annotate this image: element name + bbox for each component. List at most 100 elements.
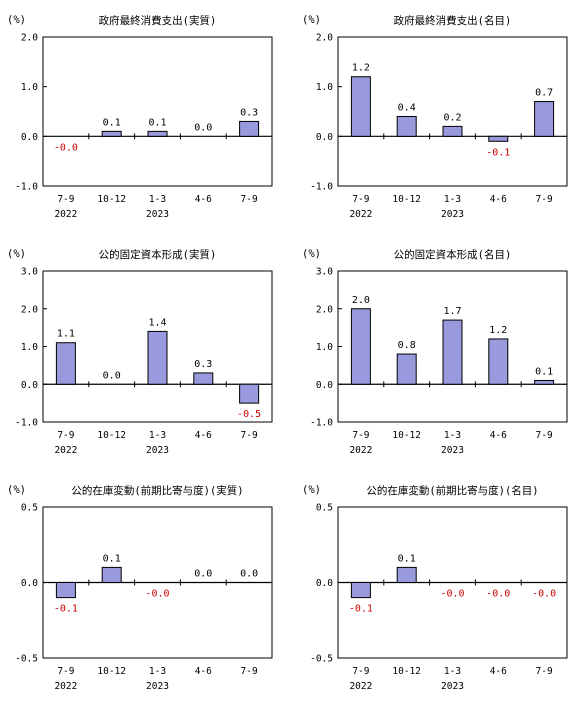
- data-label: 0.0: [194, 569, 212, 580]
- y-unit-label: (%): [7, 484, 26, 496]
- x-tick-label: 10-12: [392, 194, 421, 205]
- data-label: 1.1: [57, 329, 75, 340]
- y-tick-label: 0.0: [21, 578, 38, 589]
- x-tick-label: 10-12: [392, 430, 421, 441]
- year-label: 2023: [441, 209, 464, 220]
- y-tick-label: 0.0: [316, 578, 333, 589]
- data-label: -0.5: [237, 409, 261, 420]
- data-label: 2.0: [352, 295, 370, 306]
- x-tick-label: 7-9: [352, 430, 369, 441]
- x-tick-label: 4-6: [490, 194, 507, 205]
- x-tick-label: 4-6: [490, 666, 507, 677]
- plot-frame: [337, 36, 568, 187]
- x-tick-label: 4-6: [490, 430, 507, 441]
- chart-title: 公的固定資本形成(実質): [99, 248, 217, 261]
- data-label: 1.2: [489, 325, 507, 336]
- y-tick-label: -1.0: [15, 182, 38, 193]
- bar: [396, 353, 417, 385]
- x-tick-label: 1-3: [149, 666, 166, 677]
- data-label: -0.0: [486, 589, 510, 600]
- x-tick-label: 4-6: [195, 666, 212, 677]
- data-label: 0.1: [103, 553, 121, 564]
- x-tick-label: 7-9: [536, 194, 553, 205]
- year-label: 2023: [146, 209, 169, 220]
- year-label: 2022: [54, 209, 77, 220]
- chart-title: 公的固定資本形成(名目): [394, 248, 512, 261]
- data-label: -0.0: [54, 142, 78, 153]
- year-label: 2022: [349, 445, 372, 456]
- x-tick-label: 1-3: [444, 194, 461, 205]
- bar: [350, 582, 371, 599]
- data-label: 0.8: [398, 340, 416, 351]
- year-label: 2022: [349, 209, 372, 220]
- y-tick-label: 0.5: [21, 503, 38, 514]
- bar: [350, 308, 371, 385]
- data-label: 0.0: [103, 370, 121, 381]
- year-label: 2023: [441, 445, 464, 456]
- year-label: 2023: [146, 445, 169, 456]
- x-tick-label: 10-12: [97, 666, 126, 677]
- data-label: 0.7: [535, 88, 553, 99]
- y-unit-label: (%): [302, 484, 321, 496]
- bar: [101, 566, 122, 584]
- bar: [147, 130, 168, 137]
- bar: [55, 582, 76, 599]
- x-tick-label: 7-9: [536, 666, 553, 677]
- y-tick-label: 2.0: [21, 33, 38, 44]
- x-tick-label: 10-12: [97, 430, 126, 441]
- bar: [534, 379, 555, 385]
- data-label: -0.1: [54, 604, 78, 615]
- bar: [350, 76, 371, 137]
- data-label: 0.2: [443, 112, 461, 123]
- data-label: 0.4: [398, 102, 416, 113]
- data-label: 1.4: [148, 317, 166, 328]
- y-tick-label: 2.0: [316, 33, 333, 44]
- chart-title: 政府最終消費支出(実質): [99, 14, 217, 27]
- data-label: -0.1: [486, 147, 510, 158]
- bar: [396, 566, 417, 584]
- y-tick-label: 0.0: [21, 380, 38, 391]
- bar: [55, 342, 76, 385]
- x-tick-label: 7-9: [57, 666, 74, 677]
- x-tick-label: 7-9: [536, 430, 553, 441]
- y-unit-label: (%): [7, 248, 26, 260]
- y-tick-label: -0.5: [310, 654, 333, 665]
- data-label: -0.0: [532, 589, 556, 600]
- y-tick-label: -1.0: [15, 418, 38, 429]
- data-label: 0.3: [194, 359, 212, 370]
- y-unit-label: (%): [7, 14, 26, 26]
- data-label: -0.0: [145, 589, 169, 600]
- bar: [193, 372, 214, 385]
- year-label: 2022: [349, 681, 372, 692]
- y-tick-label: 0.0: [316, 132, 333, 143]
- y-tick-label: 3.0: [316, 267, 333, 278]
- year-label: 2022: [54, 681, 77, 692]
- x-tick-label: 10-12: [392, 666, 421, 677]
- x-tick-label: 10-12: [97, 194, 126, 205]
- data-label: 0.1: [148, 117, 166, 128]
- y-tick-label: 0.0: [316, 380, 333, 391]
- year-label: 2023: [146, 681, 169, 692]
- y-tick-label: -0.5: [15, 654, 38, 665]
- data-label: -0.0: [440, 589, 464, 600]
- bar: [442, 125, 463, 137]
- x-tick-label: 7-9: [352, 194, 369, 205]
- chart-title: 公的在庫変動(前期比寄与度)(名目): [366, 484, 538, 497]
- data-label: 1.7: [443, 306, 461, 317]
- x-tick-label: 4-6: [195, 194, 212, 205]
- year-label: 2022: [54, 445, 77, 456]
- bar: [239, 383, 260, 404]
- x-tick-label: 7-9: [57, 430, 74, 441]
- data-label: 0.0: [194, 122, 212, 133]
- y-tick-label: 0.0: [21, 132, 38, 143]
- x-tick-label: 7-9: [241, 430, 258, 441]
- data-label: 1.2: [352, 63, 370, 74]
- y-tick-label: -1.0: [310, 418, 333, 429]
- x-tick-label: 1-3: [149, 430, 166, 441]
- y-tick-label: 1.0: [316, 82, 333, 93]
- data-label: 0.0: [240, 569, 258, 580]
- chart-title: 政府最終消費支出(名目): [394, 14, 512, 27]
- data-label: 0.1: [103, 117, 121, 128]
